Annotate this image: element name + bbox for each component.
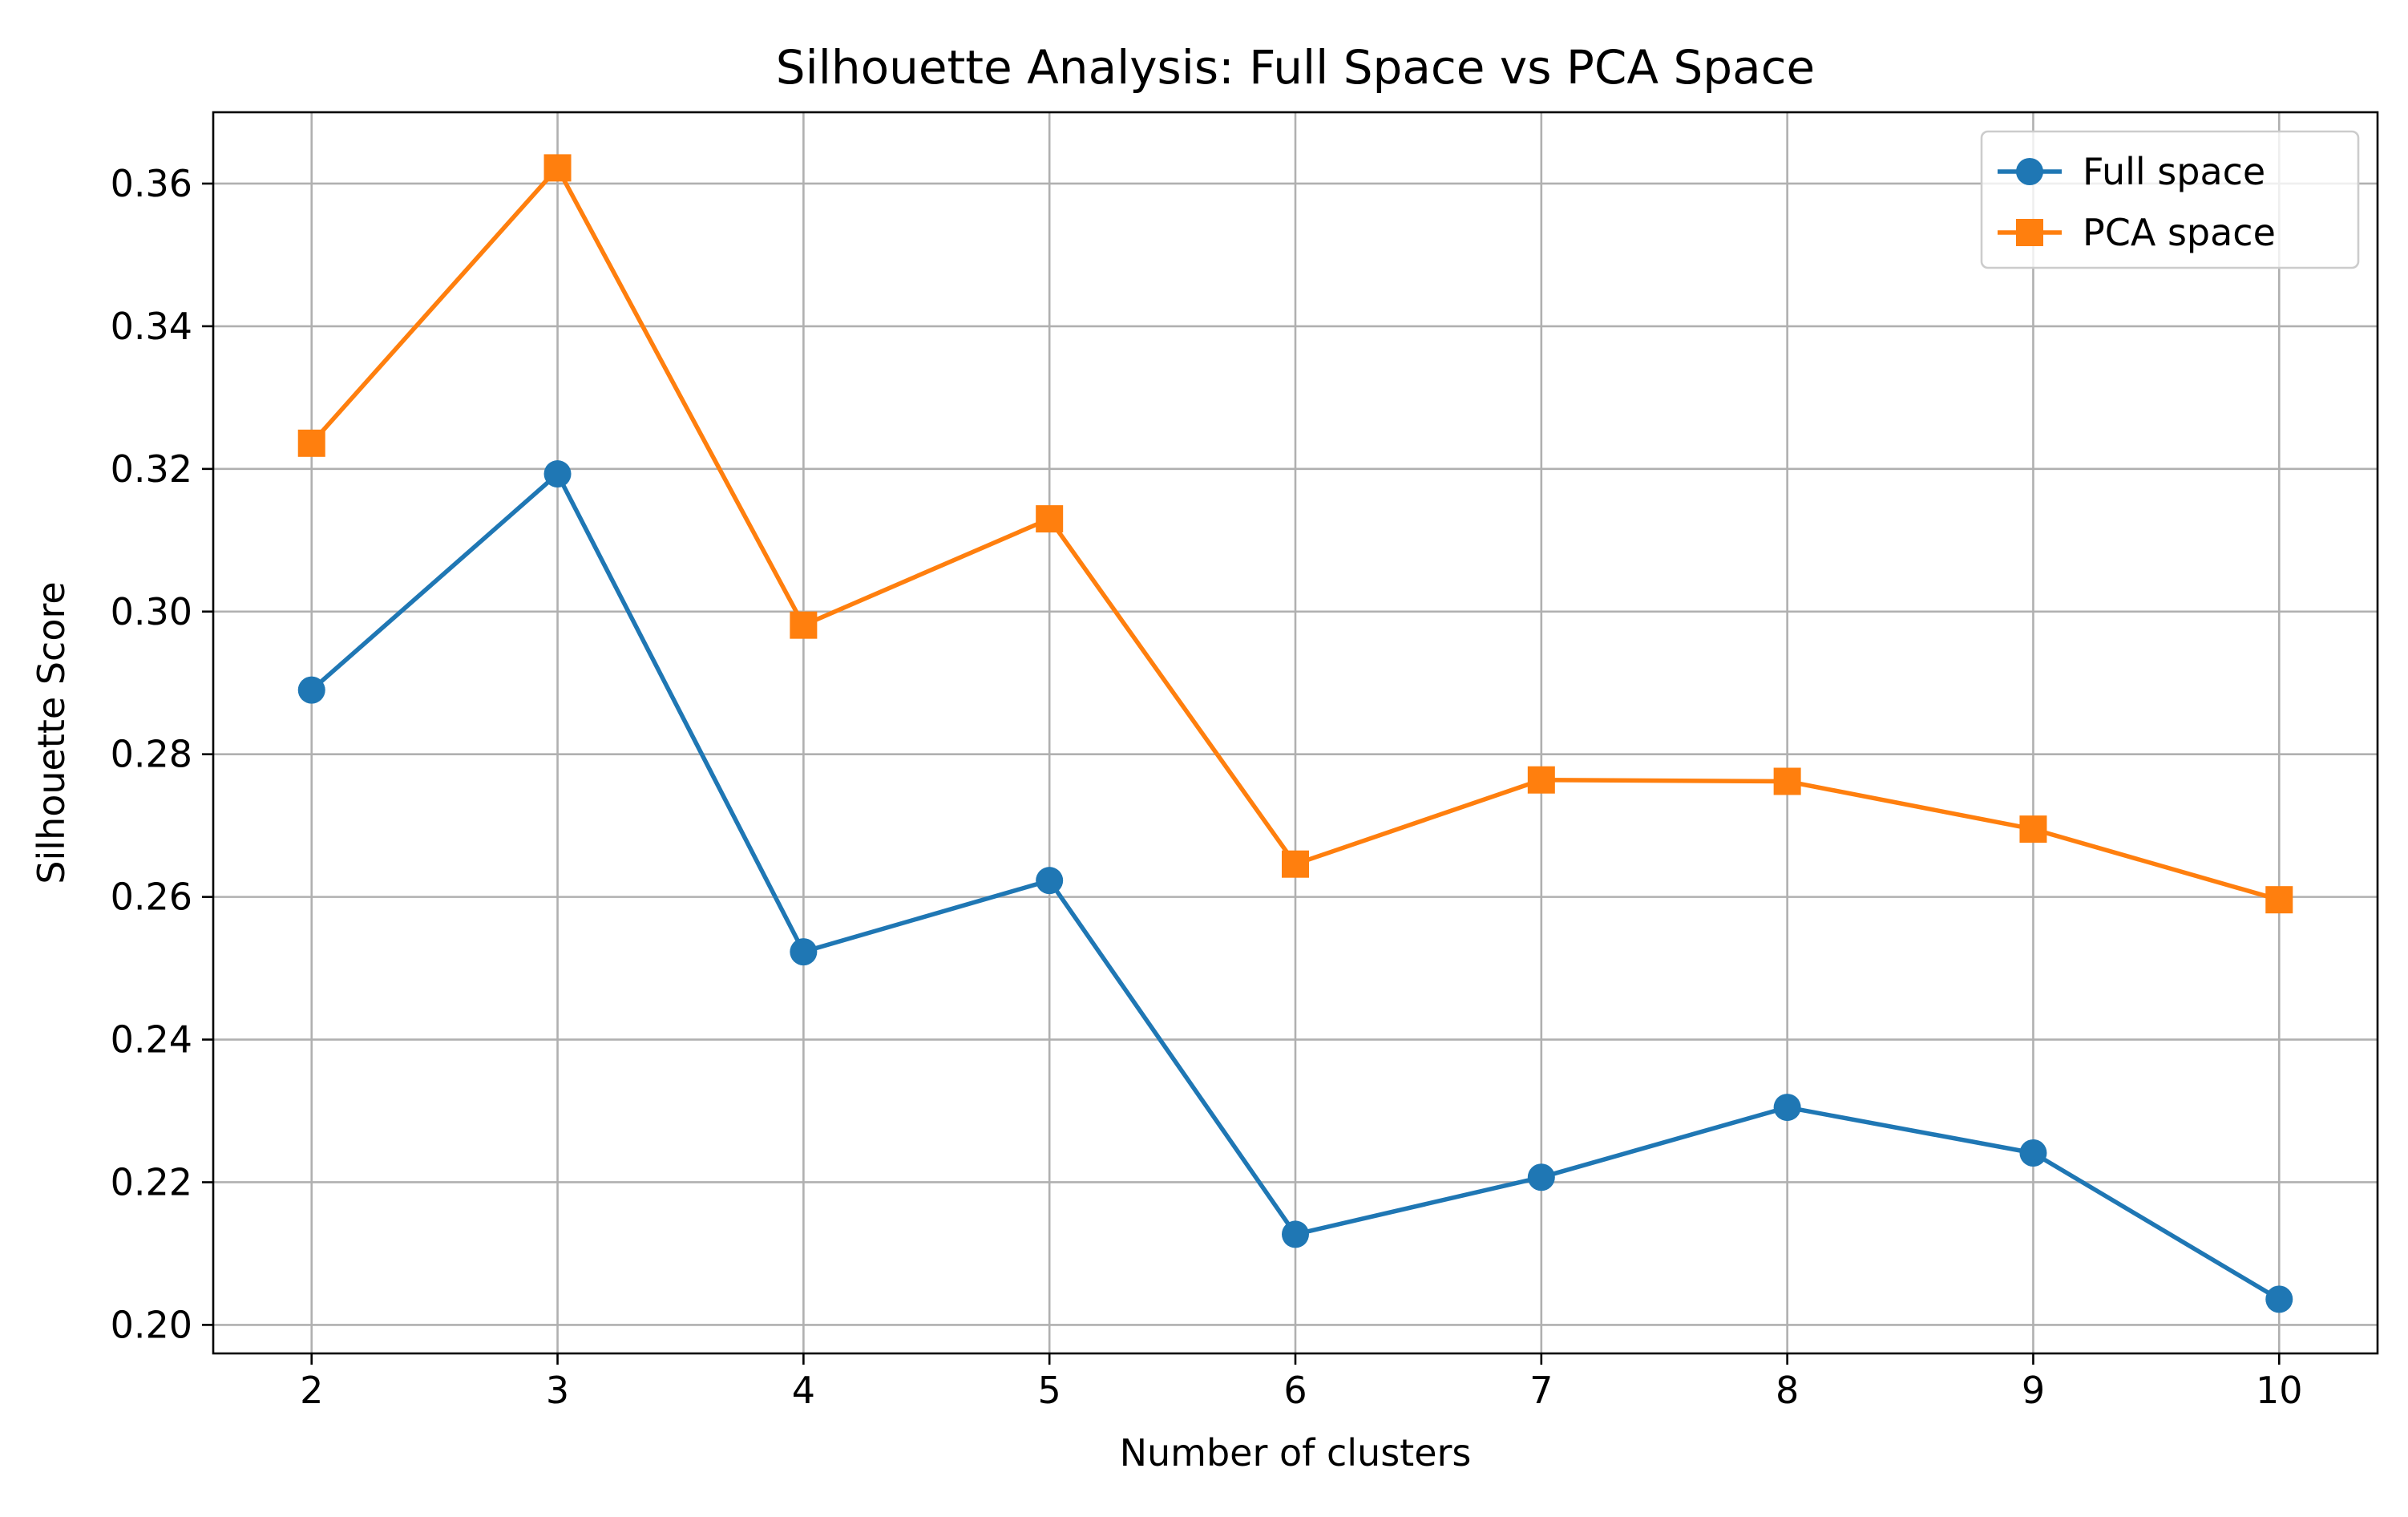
x-tick-label: 6 bbox=[1283, 1369, 1307, 1412]
chart-title: Silhouette Analysis: Full Space vs PCA S… bbox=[776, 40, 1815, 95]
legend-marker-circle bbox=[2016, 158, 2043, 185]
data-point-circle bbox=[1282, 1220, 1309, 1248]
y-tick-label: 0.32 bbox=[111, 447, 192, 491]
y-tick-label: 0.20 bbox=[111, 1303, 192, 1346]
x-axis-label: Number of clusters bbox=[1120, 1431, 1472, 1475]
legend: Full space PCA space bbox=[1980, 130, 2360, 269]
data-point-square bbox=[1527, 766, 1555, 794]
y-tick-label: 0.24 bbox=[111, 1018, 192, 1062]
x-tick-label: 10 bbox=[2256, 1369, 2303, 1412]
data-point-circle bbox=[1036, 867, 1064, 895]
x-tick-label: 3 bbox=[546, 1369, 569, 1412]
y-tick-label: 0.30 bbox=[111, 590, 192, 633]
data-point-square bbox=[1282, 850, 1309, 878]
ticks: 2 3 4 5 6 7 8 9 10 0.20 0.22 0.24 0.26 0.28 0.30 0.32 0.… bbox=[111, 162, 2303, 1412]
data-point-square bbox=[1036, 505, 1064, 533]
y-tick-label: 0.36 bbox=[111, 162, 192, 205]
y-tick-label: 0.26 bbox=[111, 876, 192, 919]
data-point-square bbox=[543, 154, 572, 182]
legend-marker-square bbox=[2016, 219, 2043, 246]
data-point-square bbox=[790, 611, 818, 639]
x-tick-label: 5 bbox=[1038, 1369, 1061, 1412]
y-tick-label: 0.28 bbox=[111, 733, 192, 776]
x-tick-label: 9 bbox=[2022, 1369, 2045, 1412]
x-tick-label: 4 bbox=[792, 1369, 815, 1412]
x-tick-label: 7 bbox=[1529, 1369, 1553, 1412]
data-point-square bbox=[2265, 886, 2293, 914]
data-point-circle bbox=[1527, 1163, 1555, 1191]
data-point-circle bbox=[2265, 1285, 2293, 1313]
data-point-circle bbox=[790, 938, 818, 966]
legend-item: Full space bbox=[1998, 150, 2265, 193]
series-layer bbox=[297, 154, 2293, 1313]
data-point-square bbox=[297, 429, 325, 457]
data-point-circle bbox=[1773, 1094, 1801, 1122]
data-point-square bbox=[1773, 767, 1801, 795]
x-tick-label: 2 bbox=[300, 1369, 323, 1412]
series-pca-space bbox=[297, 154, 2293, 914]
data-point-circle bbox=[297, 676, 325, 704]
legend-box bbox=[1980, 130, 2360, 269]
y-tick-label: 0.34 bbox=[111, 305, 192, 348]
grid bbox=[213, 112, 2378, 1353]
data-point-circle bbox=[543, 460, 572, 488]
legend-label: Full space bbox=[2083, 150, 2265, 193]
legend-label: PCA space bbox=[2083, 211, 2276, 254]
legend-item: PCA space bbox=[1998, 211, 2276, 254]
y-axis-label: Silhouette Score bbox=[30, 581, 73, 884]
data-point-square bbox=[2019, 815, 2047, 843]
y-tick-label: 0.22 bbox=[111, 1160, 192, 1203]
series-full-space bbox=[297, 460, 2293, 1313]
data-point-circle bbox=[2019, 1139, 2047, 1167]
x-tick-label: 8 bbox=[1776, 1369, 1799, 1412]
